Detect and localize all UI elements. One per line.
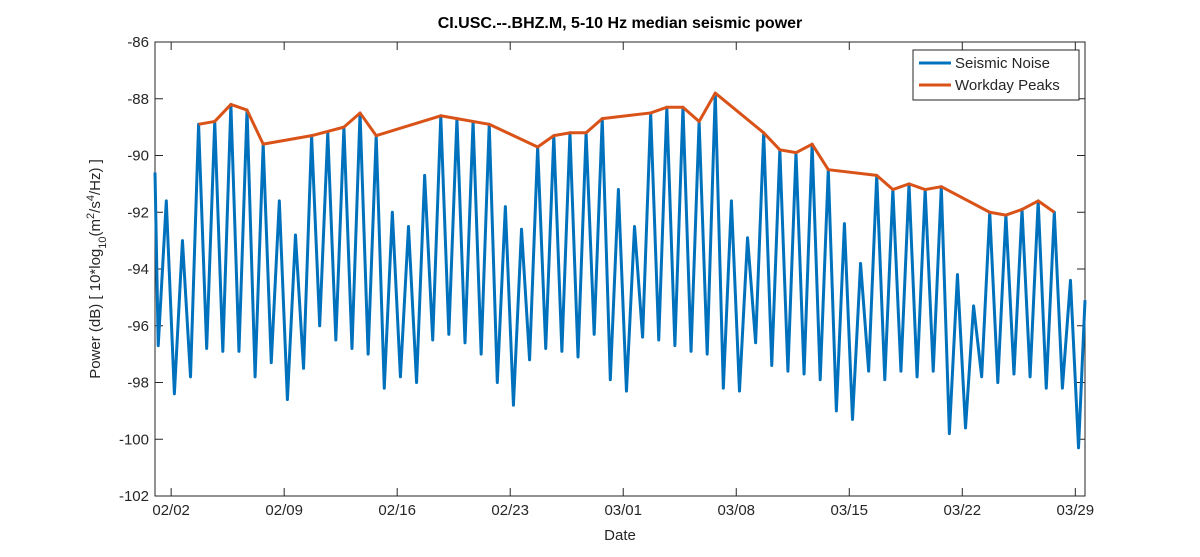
- legend-label: Workday Peaks: [955, 77, 1060, 94]
- y-axis-label-part: /s: [87, 201, 104, 213]
- y-tick-label: -100: [119, 431, 149, 448]
- y-axis-label-part: 2: [85, 213, 97, 219]
- series-line: [198, 91, 1056, 217]
- y-tick-label: -96: [127, 318, 149, 335]
- x-tick-label: 02/09: [265, 502, 303, 519]
- legend-box: [912, 49, 1080, 101]
- x-tick-label: 02/23: [491, 502, 529, 519]
- x-tick-label: 02/16: [378, 502, 416, 519]
- legend-label: Seismic Noise: [955, 55, 1050, 72]
- y-axis-label-part: 4: [85, 195, 97, 201]
- y-axis-label-part: 10: [97, 236, 109, 248]
- y-tick-label: -86: [127, 34, 149, 51]
- y-tick-label: -88: [127, 91, 149, 108]
- series-line: [153, 91, 1087, 450]
- y-axis-label-part: (m: [87, 219, 104, 237]
- y-tick-label: -90: [127, 148, 149, 165]
- y-axis-label-part: Power (dB) [ 10*log: [87, 249, 104, 379]
- x-tick-label: 03/29: [1057, 502, 1095, 519]
- chart-title: CI.USC.--.BHZ.M, 5-10 Hz median seismic …: [438, 15, 803, 32]
- y-tick-label: -92: [127, 204, 149, 221]
- y-axis-label: Power (dB) [ 10*log10(m2/s4/Hz) ]: [85, 159, 109, 379]
- x-tick-label: 02/02: [152, 502, 190, 519]
- y-tick-label: -98: [127, 375, 149, 392]
- y-tick-label: -102: [119, 488, 149, 505]
- x-tick-label: 03/08: [717, 502, 755, 519]
- x-tick-label: 03/15: [830, 502, 868, 519]
- x-tick-label: 03/01: [604, 502, 642, 519]
- y-tick-label: -94: [127, 261, 149, 278]
- y-axis-label-part: /Hz) ]: [87, 159, 104, 195]
- x-axis-label: Date: [604, 527, 636, 544]
- x-tick-label: 03/22: [944, 502, 982, 519]
